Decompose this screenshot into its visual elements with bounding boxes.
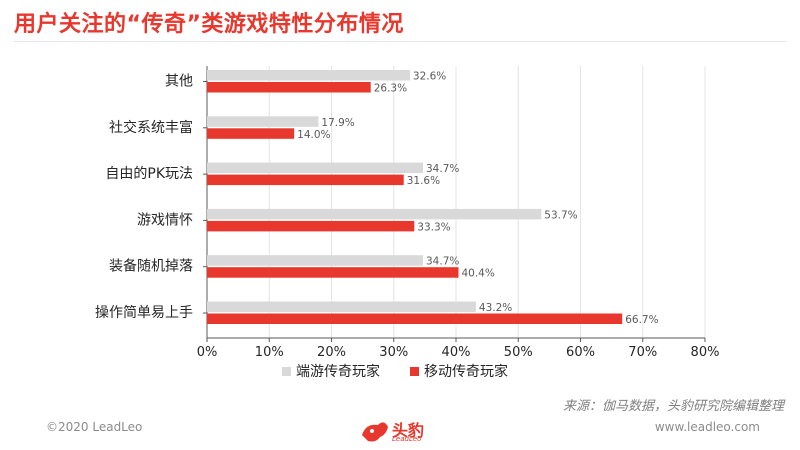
leopard-logo-icon	[362, 422, 388, 442]
bar-mobile	[207, 313, 623, 324]
bar-mobile	[207, 220, 415, 232]
x-tick-label: 70%	[628, 345, 657, 360]
logo-text: 头豹	[392, 421, 425, 440]
x-tick-label: 40%	[442, 345, 471, 360]
data-label: 40.4%	[461, 268, 494, 280]
category-label: 操作简单易上手	[95, 304, 193, 321]
title-divider	[14, 41, 786, 42]
x-tick-label: 50%	[504, 345, 533, 360]
data-label: 43.2%	[479, 302, 512, 314]
bar-mobile	[207, 267, 459, 278]
category-label: 游戏情怀	[137, 212, 193, 228]
category-label: 自由的PK玩法	[105, 166, 193, 182]
bar-pc	[207, 116, 319, 127]
data-label: 17.9%	[321, 117, 354, 129]
website-link[interactable]: www.leadleo.com	[654, 420, 760, 434]
data-label: 32.6%	[413, 71, 446, 83]
bar-pc	[207, 301, 476, 312]
data-label: 34.7%	[426, 256, 459, 268]
x-tick-label: 60%	[566, 345, 595, 360]
bar-pc	[207, 70, 410, 81]
x-tick-label: 0%	[197, 345, 218, 360]
legend-swatch	[410, 367, 419, 376]
x-tick-label: 80%	[691, 345, 720, 360]
category-label: 社交系统丰富	[109, 119, 193, 136]
bar-pc	[207, 208, 542, 220]
page-title: 用户关注的“传奇”类游戏特性分布情况	[14, 12, 404, 37]
bar-mobile	[207, 174, 404, 186]
legend-label: 移动传奇玩家	[424, 363, 508, 380]
logo-subtext: LeadLeo	[392, 435, 422, 443]
legend-label: 端游传奇玩家	[296, 363, 380, 380]
data-label: 31.6%	[407, 175, 440, 187]
data-label: 14.0%	[297, 129, 330, 141]
bar-pc	[207, 162, 424, 174]
data-label: 26.3%	[374, 83, 407, 95]
data-label: 33.3%	[417, 221, 450, 233]
x-tick-label: 20%	[317, 345, 346, 360]
legend-swatch	[282, 367, 291, 376]
data-label: 34.7%	[426, 163, 459, 175]
x-tick-label: 30%	[379, 345, 408, 360]
category-label: 装备随机掉落	[109, 258, 193, 275]
category-label: 其他	[165, 74, 193, 90]
bar-mobile	[207, 82, 371, 93]
copyright: ©2020 LeadLeo	[46, 420, 143, 434]
bar-mobile	[207, 128, 295, 139]
data-label: 66.7%	[625, 314, 658, 326]
data-label: 53.7%	[544, 209, 577, 221]
bar-pc	[207, 255, 424, 266]
source-note: 来源：伽马数据，头豹研究院编辑整理	[562, 399, 784, 414]
x-tick-label: 10%	[255, 345, 284, 360]
